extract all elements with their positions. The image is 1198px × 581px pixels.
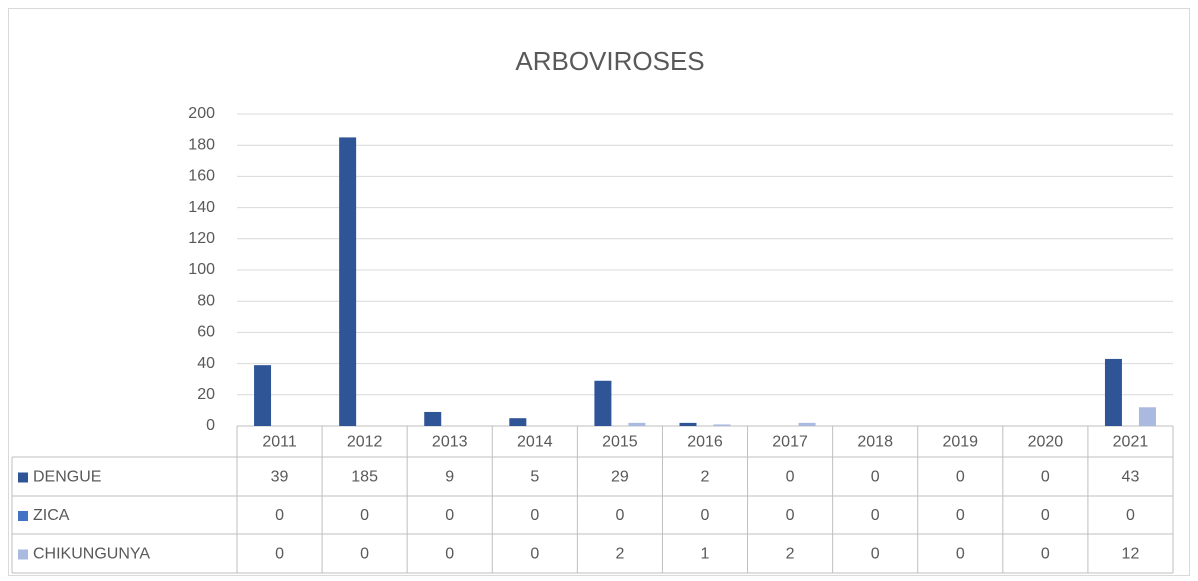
table-value: 0	[1126, 507, 1135, 524]
table-value: 0	[871, 469, 880, 486]
x-tick-label: 2019	[942, 434, 978, 451]
table-value: 0	[871, 546, 880, 563]
y-tick-label: 180	[188, 136, 215, 153]
bar	[339, 137, 357, 426]
table-value: 0	[1041, 546, 1050, 563]
bar	[628, 422, 646, 426]
x-tick-label: 2015	[602, 434, 638, 451]
legend-label: DENGUE	[33, 469, 101, 486]
table-value: 5	[530, 469, 539, 486]
table-value: 0	[275, 546, 284, 563]
table-value: 0	[360, 507, 369, 524]
table-value: 0	[701, 507, 710, 524]
y-tick-label: 160	[188, 168, 215, 185]
bar	[1104, 358, 1122, 426]
table-value: 12	[1122, 546, 1140, 563]
y-tick-label: 0	[206, 417, 215, 434]
table-value: 39	[271, 469, 289, 486]
table-value: 1	[701, 546, 710, 563]
y-tick-label: 200	[188, 105, 215, 122]
bar	[1138, 407, 1156, 426]
table-value: 0	[871, 507, 880, 524]
legend-label: ZICA	[33, 507, 70, 524]
table-value: 43	[1122, 469, 1140, 486]
legend-swatch	[18, 549, 28, 560]
x-tick-label: 2016	[687, 434, 723, 451]
table-value: 0	[360, 546, 369, 563]
table-value: 0	[956, 507, 965, 524]
y-tick-label: 60	[197, 324, 215, 341]
table-value: 0	[1041, 469, 1050, 486]
bar	[798, 422, 816, 426]
y-tick-label: 40	[197, 355, 215, 372]
table-value: 0	[530, 546, 539, 563]
table-value: 0	[615, 507, 624, 524]
table-value: 0	[956, 469, 965, 486]
bar	[594, 380, 612, 426]
legend-swatch	[18, 472, 28, 483]
table-value: 2	[615, 546, 624, 563]
bar	[509, 418, 527, 426]
x-tick-label: 2012	[347, 434, 383, 451]
y-tick-label: 100	[188, 261, 215, 278]
table-value: 2	[786, 546, 795, 563]
table-value: 0	[530, 507, 539, 524]
table-value: 2	[701, 469, 710, 486]
y-tick-label: 120	[188, 230, 215, 247]
table-value: 29	[611, 469, 629, 486]
legend-label: CHIKUNGUNYA	[33, 546, 150, 563]
chart-border	[8, 8, 1190, 576]
table-value: 0	[1041, 507, 1050, 524]
x-tick-label: 2018	[857, 434, 893, 451]
bar	[424, 411, 442, 426]
x-tick-label: 2014	[517, 434, 553, 451]
bar	[254, 365, 272, 426]
table-value: 0	[445, 507, 454, 524]
bar	[679, 422, 697, 426]
table-value: 9	[445, 469, 454, 486]
x-tick-label: 2020	[1028, 434, 1064, 451]
y-tick-label: 80	[197, 292, 215, 309]
y-tick-label: 20	[197, 386, 215, 403]
table-value: 185	[351, 469, 378, 486]
chart-title: ARBOVIROSES	[515, 46, 704, 76]
legend-swatch	[18, 511, 28, 521]
table-value: 0	[786, 507, 795, 524]
x-tick-label: 2017	[772, 434, 808, 451]
table-value: 0	[786, 469, 795, 486]
table-value: 0	[275, 507, 284, 524]
x-tick-label: 2011	[262, 434, 297, 451]
x-tick-label: 2021	[1113, 434, 1149, 451]
x-tick-label: 2013	[432, 434, 468, 451]
bar	[713, 424, 731, 426]
table-value: 0	[445, 546, 454, 563]
table-value: 0	[956, 546, 965, 563]
y-tick-label: 140	[188, 199, 215, 216]
